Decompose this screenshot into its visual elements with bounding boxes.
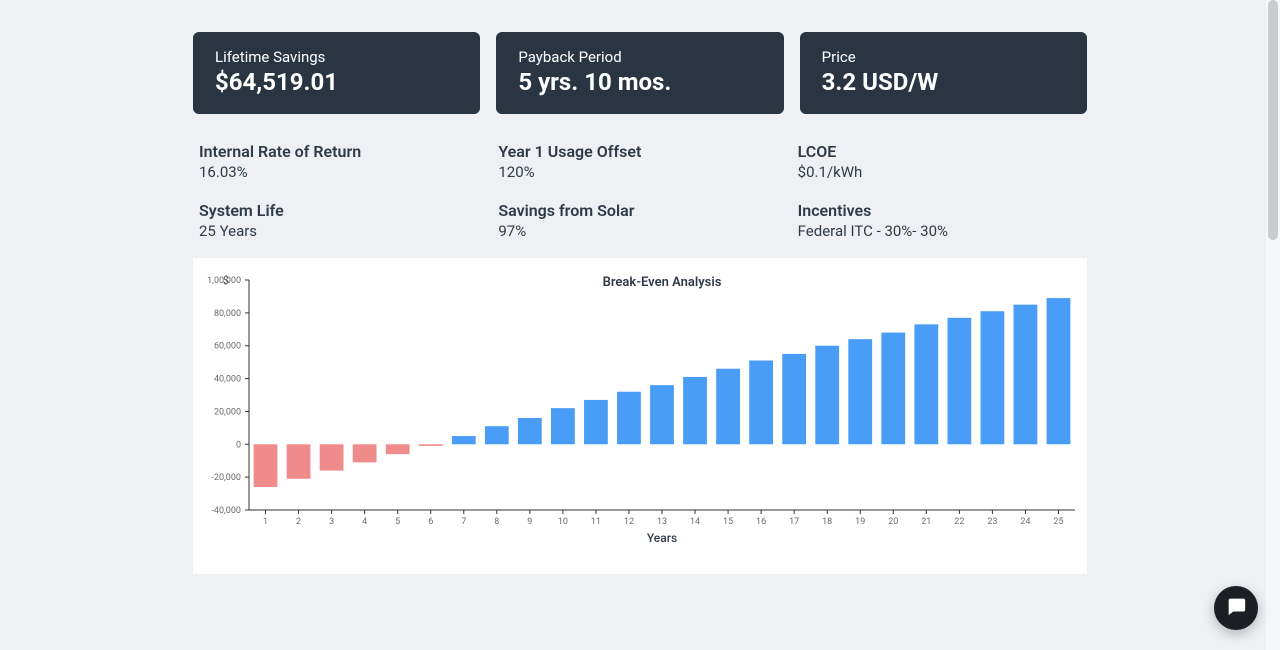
metric-value: 16.03% bbox=[199, 163, 482, 181]
card-value: $64,519.01 bbox=[215, 68, 458, 96]
svg-text:60,000: 60,000 bbox=[214, 342, 241, 352]
svg-text:20: 20 bbox=[888, 517, 898, 527]
svg-text:Years: Years bbox=[647, 531, 677, 545]
metric-incentives: Incentives Federal ITC - 30%- 30% bbox=[798, 201, 1081, 240]
svg-text:17: 17 bbox=[789, 517, 799, 527]
metric-value: $0.1/kWh bbox=[798, 163, 1081, 181]
svg-text:9: 9 bbox=[527, 517, 532, 527]
metric-usage-offset: Year 1 Usage Offset 120% bbox=[498, 142, 781, 181]
metric-value: 25 Years bbox=[199, 222, 482, 240]
chat-widget-button[interactable] bbox=[1214, 586, 1258, 630]
metric-savings-solar: Savings from Solar 97% bbox=[498, 201, 781, 240]
svg-text:15: 15 bbox=[723, 517, 733, 527]
metric-value: Federal ITC - 30%- 30% bbox=[798, 222, 1081, 240]
svg-text:14: 14 bbox=[690, 517, 700, 527]
scrollbar-thumb[interactable] bbox=[1268, 0, 1278, 240]
metric-label: Incentives bbox=[798, 201, 1081, 220]
card-value: 5 yrs. 10 mos. bbox=[518, 68, 761, 96]
scrollbar-track[interactable] bbox=[1266, 0, 1280, 650]
svg-text:Break-Even Analysis: Break-Even Analysis bbox=[603, 275, 722, 290]
svg-text:4: 4 bbox=[362, 517, 367, 527]
svg-text:3: 3 bbox=[329, 517, 334, 527]
card-lifetime-savings: Lifetime Savings $64,519.01 bbox=[193, 32, 480, 114]
svg-text:8: 8 bbox=[494, 517, 499, 527]
svg-text:6: 6 bbox=[428, 517, 433, 527]
svg-text:19: 19 bbox=[855, 517, 865, 527]
chat-icon bbox=[1225, 595, 1247, 621]
metric-system-life: System Life 25 Years bbox=[199, 201, 482, 240]
break-even-chart: Break-Even Analysis$-40,000-20,000020,00… bbox=[205, 272, 1075, 562]
card-label: Price bbox=[822, 48, 1065, 66]
svg-text:24: 24 bbox=[1020, 517, 1030, 527]
svg-text:1,00,000: 1,00,000 bbox=[207, 276, 241, 286]
svg-text:80,000: 80,000 bbox=[214, 309, 241, 319]
metric-label: Internal Rate of Return bbox=[199, 142, 482, 161]
svg-text:2: 2 bbox=[296, 517, 301, 527]
svg-text:11: 11 bbox=[591, 517, 601, 527]
metric-value: 97% bbox=[498, 222, 781, 240]
metric-lcoe: LCOE $0.1/kWh bbox=[798, 142, 1081, 181]
break-even-chart-panel: Break-Even Analysis$-40,000-20,000020,00… bbox=[193, 258, 1087, 574]
svg-text:20,000: 20,000 bbox=[214, 407, 241, 417]
svg-text:5: 5 bbox=[395, 517, 400, 527]
svg-text:-40,000: -40,000 bbox=[211, 506, 241, 516]
metrics-grid: Internal Rate of Return 16.03% Year 1 Us… bbox=[193, 142, 1087, 240]
metric-label: Year 1 Usage Offset bbox=[498, 142, 781, 161]
metric-label: Savings from Solar bbox=[498, 201, 781, 220]
svg-text:16: 16 bbox=[756, 517, 766, 527]
svg-text:21: 21 bbox=[921, 517, 931, 527]
card-payback-period: Payback Period 5 yrs. 10 mos. bbox=[496, 32, 783, 114]
summary-cards-row: Lifetime Savings $64,519.01 Payback Peri… bbox=[193, 32, 1087, 114]
card-price: Price 3.2 USD/W bbox=[800, 32, 1087, 114]
svg-text:13: 13 bbox=[657, 517, 667, 527]
svg-text:18: 18 bbox=[822, 517, 832, 527]
card-label: Lifetime Savings bbox=[215, 48, 458, 66]
dashboard-container: Lifetime Savings $64,519.01 Payback Peri… bbox=[193, 0, 1087, 574]
metric-label: LCOE bbox=[798, 142, 1081, 161]
svg-text:1: 1 bbox=[263, 517, 268, 527]
svg-text:7: 7 bbox=[461, 517, 466, 527]
metric-value: 120% bbox=[498, 163, 781, 181]
metric-irr: Internal Rate of Return 16.03% bbox=[199, 142, 482, 181]
svg-text:25: 25 bbox=[1053, 517, 1063, 527]
svg-text:40,000: 40,000 bbox=[214, 375, 241, 385]
card-value: 3.2 USD/W bbox=[822, 68, 1065, 96]
card-label: Payback Period bbox=[518, 48, 761, 66]
svg-text:22: 22 bbox=[954, 517, 964, 527]
metric-label: System Life bbox=[199, 201, 482, 220]
svg-text:-20,000: -20,000 bbox=[211, 473, 241, 483]
svg-text:0: 0 bbox=[236, 440, 241, 450]
svg-text:10: 10 bbox=[558, 517, 568, 527]
svg-text:12: 12 bbox=[624, 517, 634, 527]
svg-text:23: 23 bbox=[987, 517, 997, 527]
